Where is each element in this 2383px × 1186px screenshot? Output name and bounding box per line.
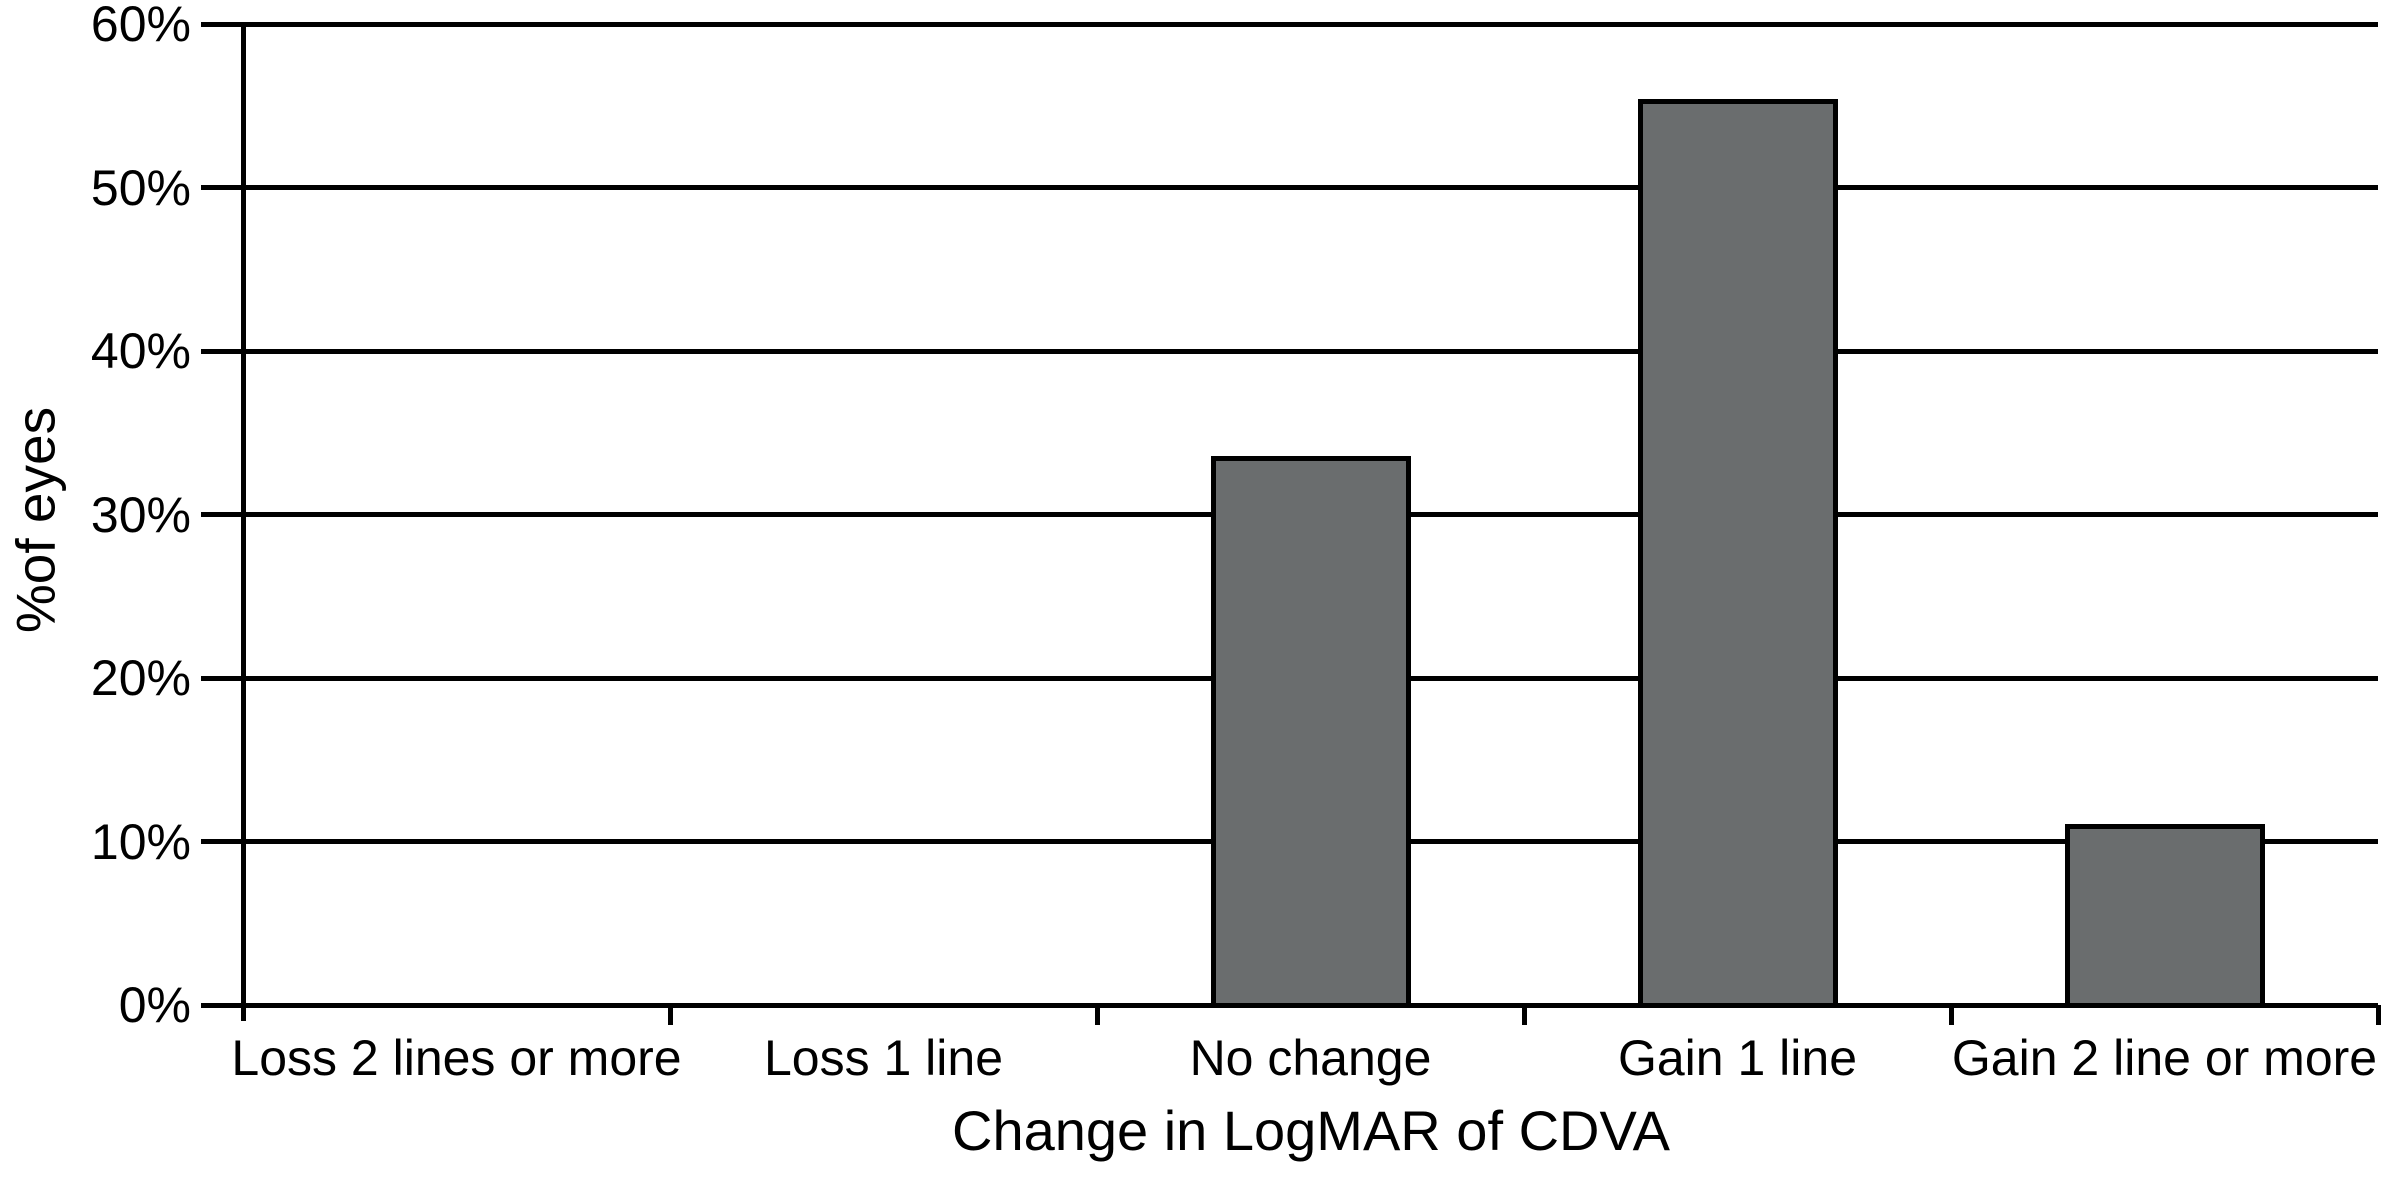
x-tick-label-loss-2-lines-or-more: Loss 2 lines or more bbox=[231, 1030, 682, 1086]
y-tick-label-40pct: 40% bbox=[90, 323, 191, 379]
x-tick-label-gain-2-line-or-more: Gain 2 line or more bbox=[1951, 1030, 2378, 1086]
y-tick-mark-30pct bbox=[201, 512, 241, 517]
x-tick-label-no-change: No change bbox=[1189, 1030, 1432, 1086]
y-tick-label-0pct: 0% bbox=[118, 977, 191, 1033]
gridline-50pct bbox=[243, 185, 2378, 190]
bar-gain-1-line bbox=[1637, 99, 1838, 1005]
x-tick-mark-5 bbox=[2375, 1005, 2381, 1025]
gridline-60pct bbox=[243, 21, 2378, 27]
y-tick-mark-40pct bbox=[201, 348, 241, 354]
plot-area: 0% 10% 20% 30% 40% 50% 60% Loss 2 lines or more… bbox=[91, 0, 2381, 1083]
y-tick-label-50pct: 50% bbox=[90, 159, 191, 216]
y-tick-label-60pct: 60% bbox=[90, 0, 191, 52]
y-tick-mark-0pct bbox=[201, 1002, 241, 1008]
y-tick-mark-50pct bbox=[201, 185, 241, 190]
x-tick-label-loss-1-line: Loss 1 line bbox=[763, 1030, 1004, 1086]
x-axis-baseline bbox=[243, 1002, 2378, 1008]
x-tick-label-gain-1-line: Gain 1 line bbox=[1617, 1030, 1858, 1086]
gridline-40pct bbox=[243, 348, 2378, 354]
bar-no-change bbox=[1210, 455, 1411, 1005]
x-axis-title: Change in LogMAR of CDVA bbox=[952, 1099, 1670, 1162]
y-tick-label-20pct: 20% bbox=[90, 650, 191, 706]
x-tick-mark-2 bbox=[1094, 1005, 1100, 1025]
y-tick-mark-10pct bbox=[201, 839, 241, 844]
y-tick-label-10pct: 10% bbox=[90, 813, 191, 870]
y-axis-title: %of eyes bbox=[4, 406, 67, 634]
x-tick-mark-3 bbox=[1521, 1005, 1527, 1025]
y-tick-mark-20pct bbox=[201, 675, 241, 681]
x-tick-mark-1 bbox=[667, 1005, 673, 1025]
y-tick-mark-60pct bbox=[201, 21, 241, 27]
y-axis-line bbox=[240, 21, 246, 1021]
bar-gain-2-line-or-more bbox=[2064, 823, 2265, 1005]
y-tick-label-30pct: 30% bbox=[90, 486, 191, 543]
x-tick-mark-4 bbox=[1948, 1005, 1954, 1025]
